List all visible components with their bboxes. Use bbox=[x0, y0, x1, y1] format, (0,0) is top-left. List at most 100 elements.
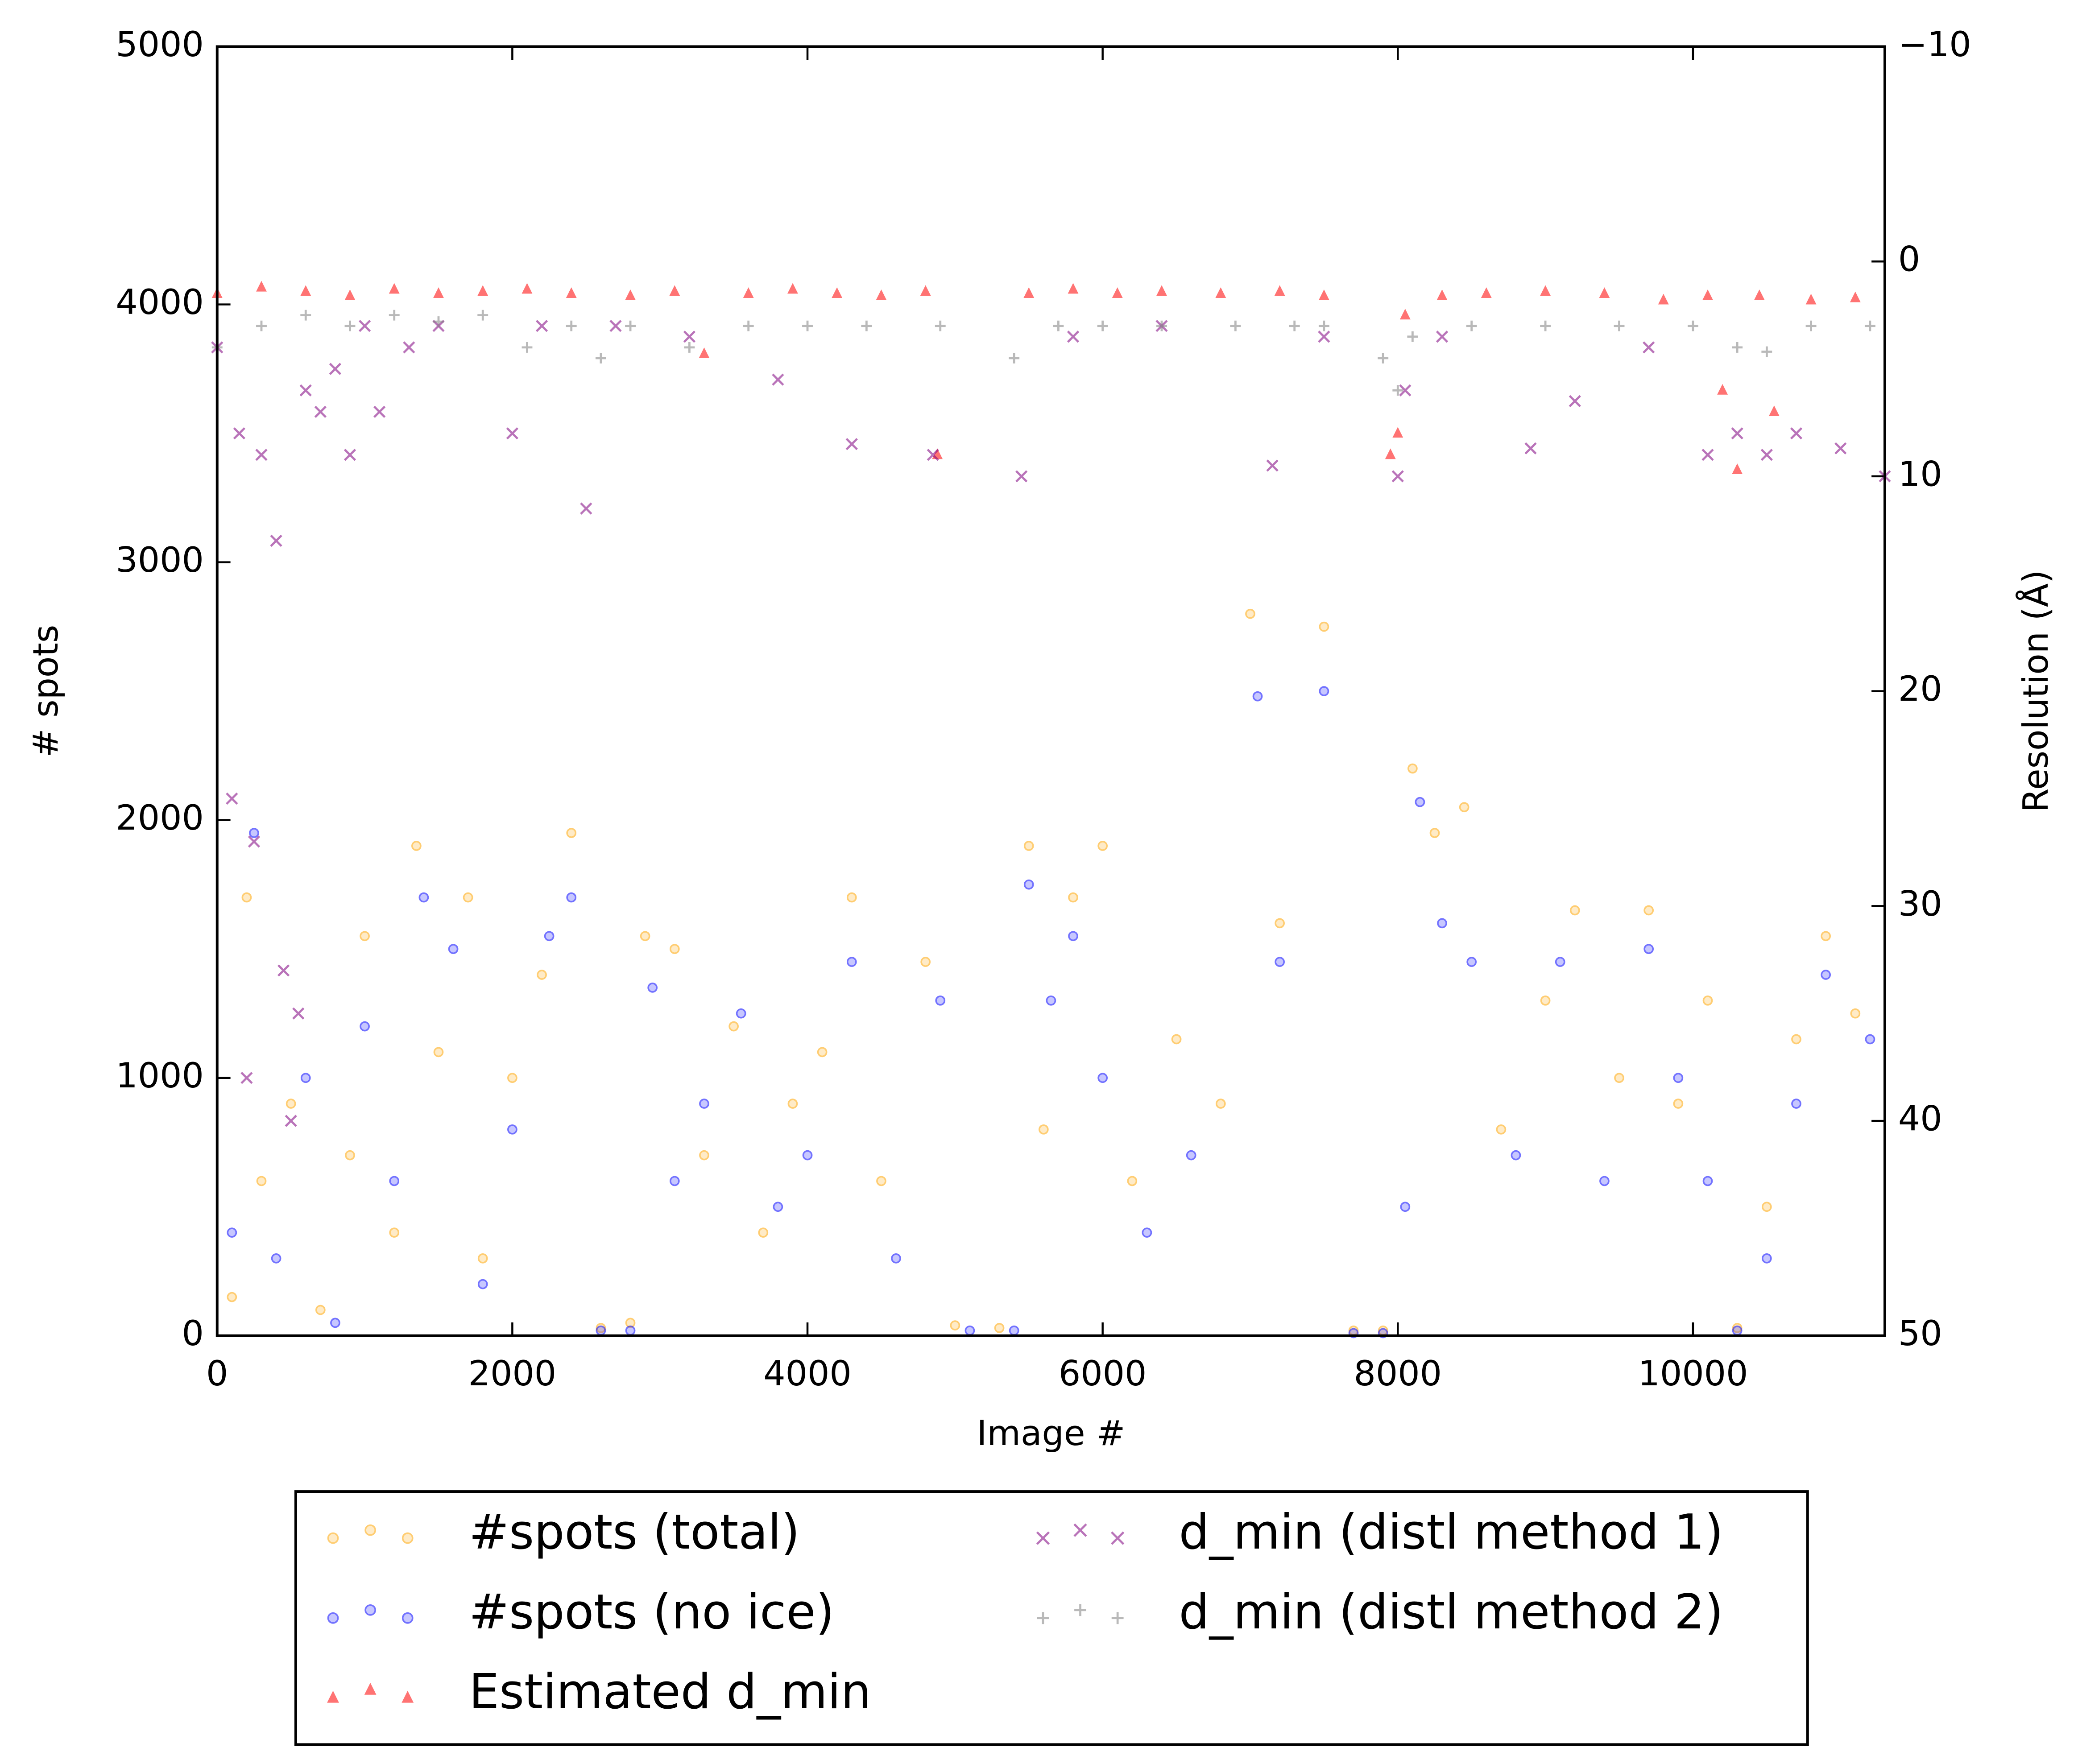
point bbox=[669, 285, 680, 296]
point bbox=[876, 1176, 886, 1186]
point bbox=[1245, 608, 1255, 619]
point bbox=[299, 384, 312, 397]
point bbox=[669, 944, 680, 954]
point bbox=[344, 289, 356, 300]
point bbox=[1156, 320, 1167, 331]
point bbox=[285, 1115, 297, 1127]
legend-marker bbox=[402, 1612, 414, 1624]
y2-tick-label: 20 bbox=[1898, 669, 1942, 709]
y-tick-label: 4000 bbox=[116, 282, 204, 322]
point bbox=[477, 1279, 488, 1289]
point bbox=[1701, 449, 1714, 461]
point bbox=[1658, 293, 1669, 305]
point bbox=[544, 931, 555, 942]
point bbox=[1068, 931, 1078, 942]
point bbox=[1274, 285, 1285, 296]
point bbox=[1643, 341, 1655, 354]
point bbox=[1761, 346, 1772, 357]
point bbox=[566, 892, 577, 903]
point bbox=[647, 983, 658, 993]
point bbox=[580, 502, 592, 515]
legend-marker bbox=[364, 1682, 377, 1695]
legend-marker bbox=[402, 1690, 414, 1703]
point bbox=[1466, 320, 1477, 331]
point bbox=[1289, 320, 1300, 331]
legend-marker bbox=[1073, 1523, 1087, 1537]
point bbox=[1009, 1325, 1019, 1336]
x-tick-label: 10000 bbox=[1638, 1354, 1748, 1394]
point bbox=[300, 285, 311, 296]
point bbox=[1038, 1124, 1049, 1135]
point bbox=[506, 427, 519, 440]
point bbox=[418, 892, 429, 903]
y2-tick-label: 30 bbox=[1898, 884, 1942, 924]
point bbox=[300, 1073, 311, 1083]
point bbox=[1319, 686, 1329, 696]
point bbox=[360, 1021, 370, 1032]
x-tick-label: 2000 bbox=[468, 1354, 557, 1394]
point bbox=[1186, 1150, 1196, 1161]
point bbox=[1643, 944, 1654, 954]
point bbox=[1511, 1150, 1521, 1161]
point bbox=[537, 970, 547, 980]
point bbox=[1850, 1008, 1861, 1019]
point bbox=[256, 281, 267, 292]
y2-axis-label: Resolution (Å) bbox=[2015, 570, 2056, 813]
point bbox=[1319, 621, 1329, 632]
point bbox=[950, 1320, 960, 1330]
point bbox=[1805, 320, 1817, 331]
point bbox=[344, 449, 356, 461]
point bbox=[802, 1150, 813, 1161]
point bbox=[277, 964, 290, 977]
legend-marker bbox=[1074, 1604, 1086, 1616]
point bbox=[1391, 470, 1404, 483]
point bbox=[1731, 427, 1743, 440]
point bbox=[1127, 1176, 1138, 1186]
point bbox=[1754, 289, 1765, 300]
point bbox=[1805, 293, 1817, 305]
point bbox=[286, 1099, 296, 1109]
point bbox=[935, 995, 946, 1006]
point bbox=[1275, 957, 1285, 967]
point bbox=[964, 1325, 975, 1336]
point bbox=[1864, 320, 1875, 331]
point bbox=[477, 285, 488, 296]
point bbox=[1761, 1202, 1772, 1212]
point bbox=[360, 931, 370, 942]
y2-tick-label: −10 bbox=[1898, 25, 1971, 65]
y-axis-label: # spots bbox=[26, 625, 66, 758]
x-axis-label: Image # bbox=[977, 1413, 1125, 1454]
point bbox=[699, 347, 710, 358]
point bbox=[1399, 309, 1411, 320]
point bbox=[1437, 918, 1447, 929]
point bbox=[1009, 353, 1020, 364]
point bbox=[1275, 918, 1285, 929]
y-tick-label: 1000 bbox=[116, 1056, 204, 1096]
point bbox=[625, 320, 636, 331]
point bbox=[1318, 330, 1330, 343]
point bbox=[249, 828, 259, 838]
point bbox=[1540, 285, 1551, 296]
point bbox=[1673, 1073, 1684, 1083]
point bbox=[389, 310, 400, 321]
point bbox=[227, 1227, 237, 1238]
point bbox=[477, 310, 488, 321]
point bbox=[832, 287, 843, 298]
legend-marker bbox=[1037, 1612, 1049, 1624]
point bbox=[876, 289, 887, 300]
point bbox=[1569, 395, 1581, 407]
point bbox=[1459, 802, 1470, 813]
legend-label: d_min (distl method 1) bbox=[1179, 1504, 1723, 1560]
point bbox=[1097, 1073, 1108, 1083]
y-tick-label: 3000 bbox=[116, 540, 204, 580]
legend-marker bbox=[364, 1524, 376, 1536]
point bbox=[1614, 1073, 1624, 1083]
point bbox=[256, 320, 267, 331]
point bbox=[1230, 320, 1241, 331]
series bbox=[227, 608, 1861, 1336]
point bbox=[329, 363, 342, 375]
point bbox=[891, 1253, 901, 1264]
point bbox=[1850, 291, 1861, 302]
point bbox=[609, 320, 622, 332]
